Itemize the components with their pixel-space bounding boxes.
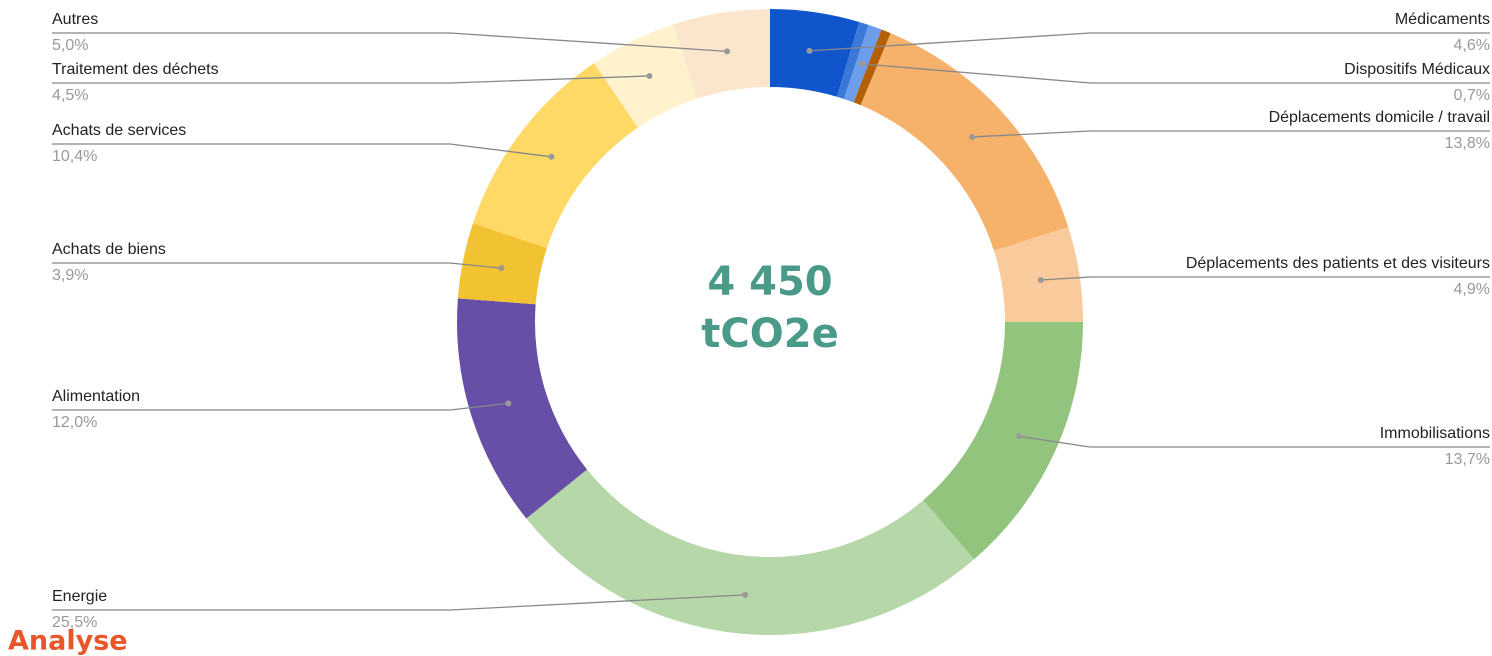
- leader-dot: [969, 133, 976, 140]
- donut-segment: [860, 33, 1069, 251]
- donut-segment: [923, 322, 1083, 560]
- leader-dot: [806, 47, 813, 54]
- category-label: Déplacements domicile / travail: [1269, 109, 1490, 126]
- donut-segment: [457, 223, 547, 305]
- value-label: 3,9%: [52, 267, 88, 284]
- leader-line: [52, 32, 728, 53]
- leader-dot: [724, 48, 731, 55]
- leader-line: [1018, 435, 1490, 448]
- value-label: 0,7%: [1454, 87, 1490, 104]
- category-label: Achats de biens: [52, 241, 166, 258]
- donut-segment: [472, 63, 638, 248]
- value-label: 12,0%: [52, 414, 97, 431]
- value-label: 10,4%: [52, 148, 97, 165]
- leader-dot: [548, 153, 555, 160]
- leader-line: [52, 262, 502, 269]
- category-label: Autres: [52, 11, 98, 28]
- donut-segment: [526, 469, 975, 635]
- value-label: 4,6%: [1454, 37, 1490, 54]
- value-label: 13,7%: [1445, 451, 1490, 468]
- leader-line: [52, 143, 552, 158]
- category-label: Energie: [52, 588, 107, 605]
- category-label: Médicaments: [1395, 11, 1490, 28]
- donut-segment: [993, 227, 1083, 322]
- leader-line: [52, 594, 746, 611]
- leader-dot: [859, 60, 866, 67]
- leader-dot: [1016, 433, 1023, 440]
- center-unit: tCO2e: [701, 311, 838, 357]
- category-label: Achats de services: [52, 122, 186, 139]
- value-label: 4,5%: [52, 87, 88, 104]
- donut-segment: [853, 29, 891, 106]
- value-label: 25,5%: [52, 614, 97, 631]
- value-label: 13,8%: [1445, 135, 1490, 152]
- donut-segment: [836, 21, 869, 99]
- leader-dot: [1037, 276, 1044, 283]
- category-label: Traitement des déchets: [52, 61, 219, 78]
- leader-line: [972, 130, 1490, 138]
- leader-line: [52, 75, 650, 84]
- category-label: Dispositifs Médicaux: [1344, 61, 1490, 78]
- category-label: Alimentation: [52, 388, 140, 405]
- leader-dot: [646, 72, 653, 79]
- donut-segment: [457, 298, 588, 519]
- value-label: 4,9%: [1454, 281, 1490, 298]
- leader-line: [809, 32, 1490, 52]
- leader-dot: [505, 400, 512, 407]
- donut-segment: [770, 9, 860, 97]
- category-label: Immobilisations: [1380, 425, 1490, 442]
- value-label: 5,0%: [52, 37, 88, 54]
- footer: Analyse: [8, 626, 128, 656]
- donut-segment: [673, 9, 770, 99]
- leader-line: [1040, 276, 1490, 281]
- leader-dot: [742, 591, 749, 598]
- leader-dot: [498, 265, 505, 272]
- leader-line: [52, 402, 509, 411]
- center-value: 4 450: [707, 259, 832, 305]
- leader-line: [861, 63, 1490, 84]
- category-label: Déplacements des patients et des visiteu…: [1186, 255, 1490, 272]
